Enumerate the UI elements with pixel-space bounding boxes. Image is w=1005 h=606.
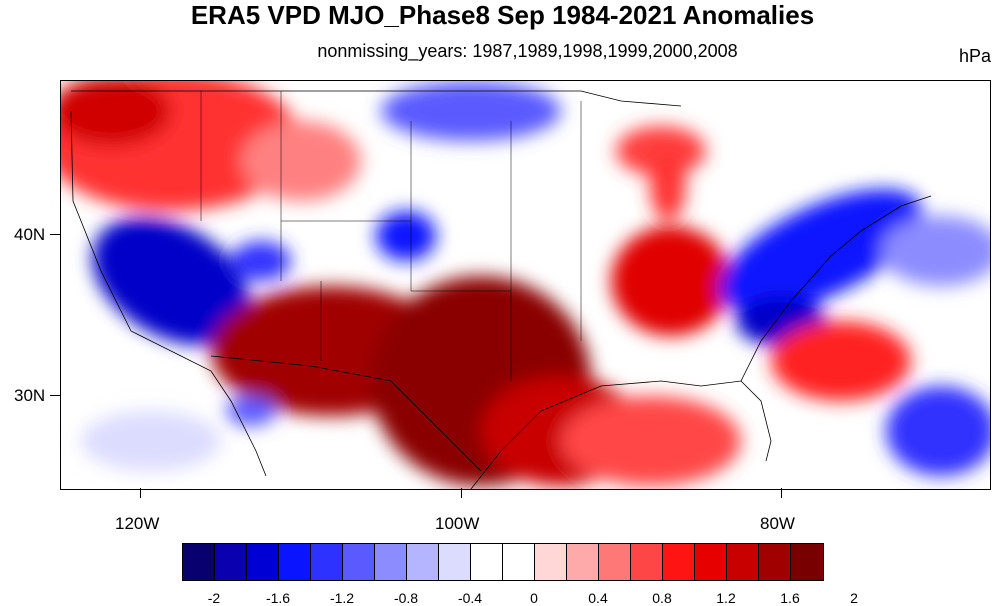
colorbar [182,543,824,581]
units-label: hPa [958,46,991,66]
tick-100w [461,488,462,498]
tick-30n [50,395,60,396]
co-negative [376,211,436,261]
pacific-weak-negative [81,411,221,471]
lon-label-80w: 80W [760,514,795,533]
colorbar-label: -2 [207,590,221,606]
colorbar-swatch [439,544,471,580]
colorbar-label: 1.2 [716,590,736,606]
colorbar-swatch [311,544,343,580]
colorbar-swatch [759,544,791,580]
colorbar-swatch [695,544,727,580]
east-negative [719,189,923,313]
baja-negative [226,396,276,426]
ne-atlantic-negative [881,216,990,286]
colorbar-swatch [183,544,215,580]
tick-80w [781,488,782,498]
colorbar-label: 0 [530,590,538,606]
map-title: ERA5 VPD MJO_Phase8 Sep 1984-2021 Anomal… [190,0,815,30]
colorbar-swatch [407,544,439,580]
border-south [210,355,482,472]
atlantic-positive [771,321,911,401]
colorbar-label: -1.6 [265,590,291,606]
boundaries [70,90,932,489]
mi-positive [650,151,686,221]
colorbar-swatch [791,544,823,580]
state-lines [200,91,582,381]
ca-negative [92,217,250,345]
border-north [71,90,682,107]
coastline-west [70,110,267,477]
map-canvas [61,81,990,489]
lon-label-100w: 100W [435,514,480,533]
colorbar-swatch [599,544,631,580]
colorbar-label: 2 [850,590,858,606]
gl-positive [616,126,706,176]
colorbar-swatch [375,544,407,580]
ca-negative-east [231,241,291,281]
colorbar-swatch [535,544,567,580]
colorbar-swatch [663,544,695,580]
colorbar-swatch [503,544,535,580]
anomaly-field [61,81,990,486]
colorbar-label: -1.2 [329,590,355,606]
gulf-positive [561,396,741,486]
colorbar-swatch [727,544,759,580]
coastline-gulf [470,380,772,489]
colorbar-swatch [631,544,663,580]
tick-40n [50,234,60,235]
far-atlantic-negative [886,386,990,476]
colorbar-label: -0.4 [457,590,483,606]
ohio-positive [611,226,731,336]
anomaly-map [60,80,991,490]
colorbar-swatch [471,544,503,580]
coastline-east [740,195,932,382]
colorbar-swatch [343,544,375,580]
tick-120w [140,488,141,498]
nw-positive-core [61,81,171,146]
colorbar-swatch [215,544,247,580]
north-negative [381,81,561,141]
colorbar-swatch [567,544,599,580]
lon-label-120w: 120W [115,514,160,533]
colorbar-label: 0.4 [588,590,608,606]
lat-label-30n: 30N [14,386,46,405]
nw-positive-east [241,121,361,201]
colorbar-label: 0.8 [652,590,672,606]
colorbar-label: 1.6 [780,590,800,606]
map-subtitle: nonmissing_years: 1987,1989,1998,1999,20… [317,41,738,61]
colorbar-label: -0.8 [393,590,419,606]
lat-label-40n: 40N [14,225,46,244]
colorbar-swatch [279,544,311,580]
colorbar-swatch [247,544,279,580]
